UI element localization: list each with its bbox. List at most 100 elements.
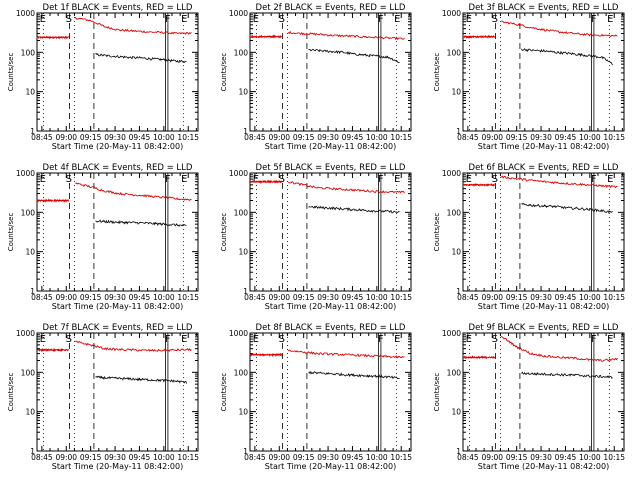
x-tick-label: 09:00 xyxy=(481,293,503,302)
y-tick-label: 10 xyxy=(238,88,248,97)
plot-frame xyxy=(462,332,625,452)
detector-panel-1: Det 1f BLACK = Events, RED = LLD 1 10 100 10… xyxy=(7,3,199,151)
x-tick-label: 09:00 xyxy=(481,133,503,142)
marker-label-e2: E xyxy=(607,174,613,185)
x-tick-label: 09:00 xyxy=(55,293,77,302)
x-tick-label: 10:00 xyxy=(579,133,601,142)
lld-series-post xyxy=(288,180,405,194)
y-tick-label: 1000 xyxy=(442,329,461,338)
marker-label-e1: E xyxy=(40,174,46,185)
x-tick-label: 09:15 xyxy=(80,453,102,462)
marker-label-f: F xyxy=(378,334,384,345)
lld-series-post xyxy=(287,30,405,41)
x-axis-label: Start Time (20-May-11 08:42:00) xyxy=(52,302,183,311)
lld-series-pre xyxy=(249,179,282,185)
x-axis-label: Start Time (20-May-11 08:42:00) xyxy=(478,302,609,311)
detector-panel-8: Det 8f BLACK = Events, RED = LLD 1 10 100 10… xyxy=(220,323,412,471)
lld-series-pre xyxy=(36,198,70,203)
marker-label-s: S xyxy=(492,334,498,345)
events-series xyxy=(95,52,187,63)
x-tick-label: 09:45 xyxy=(129,133,151,142)
x-tick-label: 09:45 xyxy=(342,453,364,462)
y-tick-label: 10 xyxy=(451,408,461,417)
y-tick-label: 1 xyxy=(30,447,35,456)
y-tick-label: 1 xyxy=(243,447,248,456)
y-tick-label: 1000 xyxy=(442,9,461,18)
y-tick-label: 1 xyxy=(456,447,461,456)
marker-label-e1: E xyxy=(40,14,46,25)
marker-label-e2: E xyxy=(181,14,187,25)
x-tick-label: 08:45 xyxy=(457,293,479,302)
x-tick-label: 09:30 xyxy=(317,133,339,142)
plot-frame xyxy=(462,172,625,292)
x-tick-label: 10:00 xyxy=(366,133,388,142)
detector-panel-4: Det 4f BLACK = Events, RED = LLD 1 10 100 10… xyxy=(7,163,199,311)
x-tick-label: 09:15 xyxy=(506,453,528,462)
x-tick-label: 10:15 xyxy=(390,453,412,462)
x-tick-label: 09:15 xyxy=(293,453,315,462)
y-tick-label: 1000 xyxy=(229,329,248,338)
marker-label-e2: E xyxy=(607,334,613,345)
y-tick-label: 100 xyxy=(234,208,249,217)
x-tick-label: 09:00 xyxy=(55,133,77,142)
marker-label-s: S xyxy=(492,174,498,185)
detector-panel-5: Det 5f BLACK = Events, RED = LLD 1 10 100 10… xyxy=(220,163,412,311)
x-tick-label: 08:45 xyxy=(457,453,479,462)
plot-frame xyxy=(249,172,412,292)
marker-label-s: S xyxy=(279,14,285,25)
marker-label-e1: E xyxy=(253,334,259,345)
lld-series-post xyxy=(500,175,618,189)
marker-label-f: F xyxy=(165,334,171,345)
x-tick-label: 09:45 xyxy=(342,293,364,302)
plot-frame xyxy=(249,332,412,452)
x-tick-label: 10:15 xyxy=(603,453,625,462)
marker-label-e2: E xyxy=(394,14,400,25)
y-axis-label: Counts/sec xyxy=(7,53,15,92)
y-tick-label: 100 xyxy=(447,48,462,57)
lld-series-pre xyxy=(462,182,496,188)
plot-frame xyxy=(36,12,199,132)
y-axis-label: Counts/sec xyxy=(220,373,228,412)
events-series xyxy=(521,371,613,379)
panel-title: Det 2f BLACK = Events, RED = LLD xyxy=(256,3,406,13)
x-tick-label: 10:00 xyxy=(366,453,388,462)
y-axis-label: Counts/sec xyxy=(7,213,15,252)
x-tick-label: 09:45 xyxy=(555,453,577,462)
y-tick-label: 1000 xyxy=(229,169,248,178)
x-axis-label: Start Time (20-May-11 08:42:00) xyxy=(265,142,396,151)
y-tick-label: 10 xyxy=(238,408,248,417)
panel-title: Det 6f BLACK = Events, RED = LLD xyxy=(469,163,619,173)
lld-series-pre xyxy=(462,34,496,39)
x-tick-label: 09:30 xyxy=(530,133,552,142)
x-tick-label: 10:00 xyxy=(153,453,175,462)
plot-frame xyxy=(36,332,199,452)
x-axis-label: Start Time (20-May-11 08:42:00) xyxy=(265,302,396,311)
x-tick-label: 10:00 xyxy=(366,293,388,302)
marker-label-e2: E xyxy=(181,334,187,345)
marker-label-f: F xyxy=(591,14,597,25)
detector-panel-6: Det 6f BLACK = Events, RED = LLD 1 10 100 10… xyxy=(433,163,625,311)
lld-series-pre xyxy=(36,347,69,353)
x-tick-label: 08:45 xyxy=(31,133,53,142)
x-tick-label: 10:15 xyxy=(603,133,625,142)
marker-label-e2: E xyxy=(607,14,613,25)
y-axis-label: Counts/sec xyxy=(433,53,441,92)
marker-label-f: F xyxy=(165,14,171,25)
lld-series-pre xyxy=(36,35,70,40)
x-axis-label: Start Time (20-May-11 08:42:00) xyxy=(52,462,183,471)
marker-label-f: F xyxy=(591,334,597,345)
x-tick-label: 08:45 xyxy=(457,133,479,142)
x-tick-label: 09:30 xyxy=(530,453,552,462)
x-tick-label: 09:30 xyxy=(317,293,339,302)
marker-label-e2: E xyxy=(394,334,400,345)
marker-label-e2: E xyxy=(394,174,400,185)
marker-label-s: S xyxy=(279,174,285,185)
y-tick-label: 10 xyxy=(25,248,35,257)
x-tick-label: 09:15 xyxy=(506,133,528,142)
y-tick-label: 1 xyxy=(456,287,461,296)
x-tick-label: 10:15 xyxy=(603,293,625,302)
lld-series-pre xyxy=(462,355,496,360)
y-tick-label: 1000 xyxy=(16,329,35,338)
y-tick-label: 100 xyxy=(447,208,462,217)
x-tick-label: 09:30 xyxy=(104,133,126,142)
